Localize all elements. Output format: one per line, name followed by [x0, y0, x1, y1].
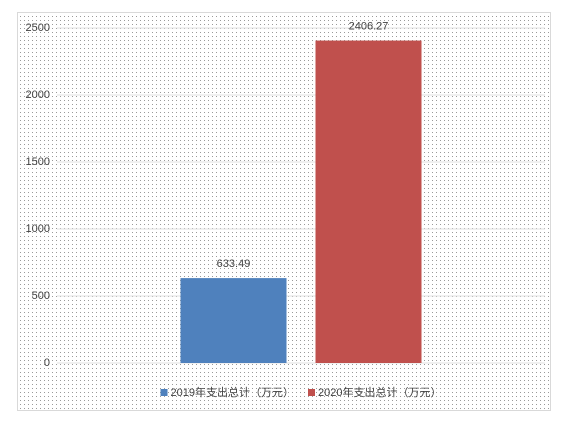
y-tick-label: 0 — [44, 357, 50, 369]
y-tick-label: 2500 — [26, 22, 50, 34]
legend-marker — [308, 389, 315, 396]
value-label: 2406.27 — [349, 20, 389, 32]
bar — [315, 40, 422, 364]
y-tick-label: 2000 — [26, 89, 50, 101]
legend: 2019年支出总计（万元） 2020年支出总计（万元） — [160, 385, 441, 399]
y-tick-label: 1500 — [26, 156, 50, 168]
bar — [180, 278, 287, 363]
y-tick-label: 500 — [32, 290, 50, 302]
value-label: 633.49 — [217, 258, 251, 270]
legend-marker — [160, 389, 168, 396]
legend-label: 2019年支出总计（万元） — [171, 385, 294, 399]
legend-label: 2020年支出总计（万元） — [318, 385, 441, 399]
y-tick-label: 1000 — [26, 223, 50, 235]
